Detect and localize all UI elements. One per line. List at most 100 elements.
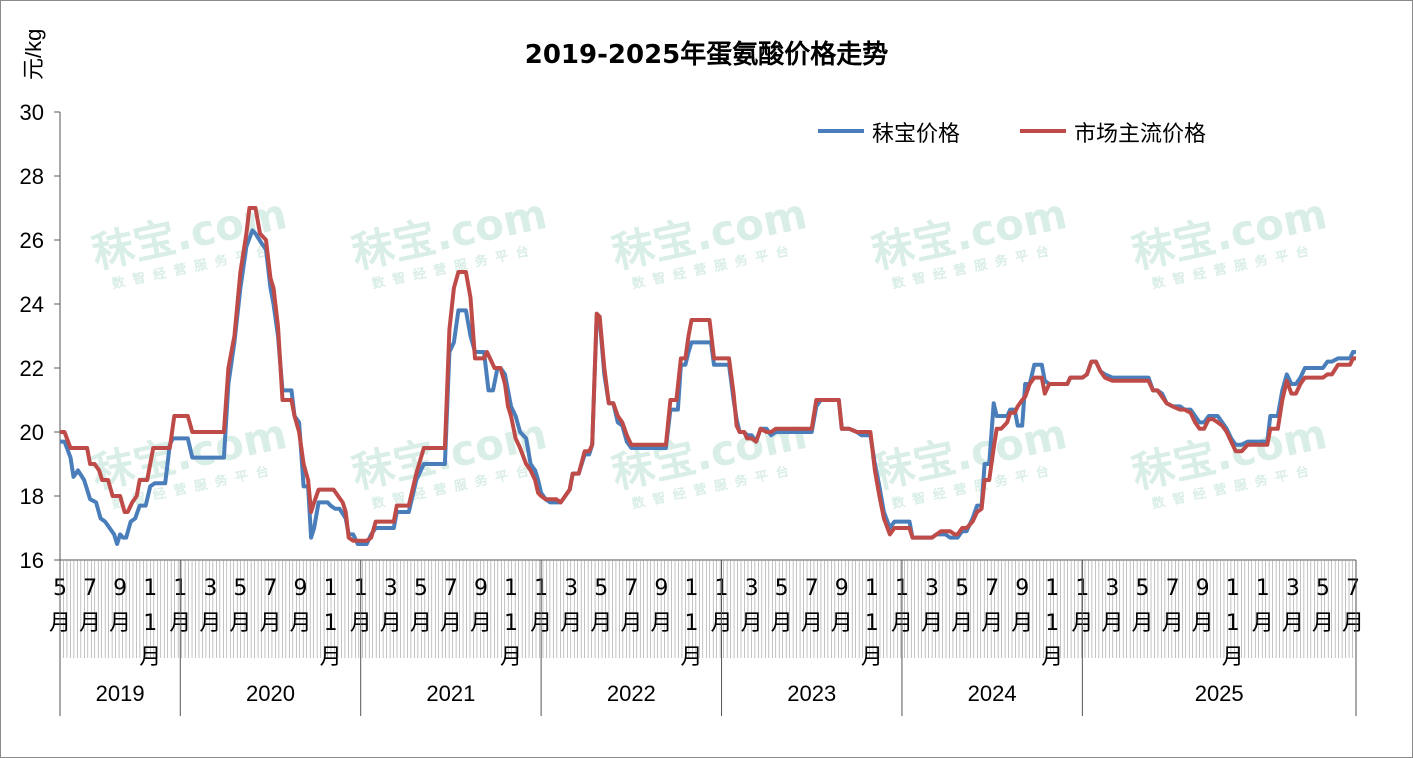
y-tick-label: 20 xyxy=(20,420,44,445)
x-month-label-digit: 1 xyxy=(504,611,518,636)
y-tick-label: 16 xyxy=(20,548,44,573)
x-month-label: 5 xyxy=(1136,576,1150,601)
x-month-label: 7 xyxy=(444,576,458,601)
x-month-label-unit: 月 xyxy=(1041,645,1063,670)
x-month-label: 7 xyxy=(805,576,819,601)
x-month-label-unit: 月 xyxy=(1222,645,1244,670)
x-month-label: 3 xyxy=(1105,576,1119,601)
legend-swatch-mobao xyxy=(818,129,864,133)
x-month-label: 1 xyxy=(684,576,698,601)
y-tick-label: 22 xyxy=(20,356,44,381)
x-month-label-unit: 月 xyxy=(620,611,642,636)
chart-title: 2019-2025年蛋氨酸价格走势 xyxy=(524,40,889,70)
x-month-label: 7 xyxy=(263,576,277,601)
x-month-label: 7 xyxy=(624,576,638,601)
y-tick-label: 24 xyxy=(20,292,44,317)
x-month-label-unit: 月 xyxy=(951,611,973,636)
x-month-label-digit: 1 xyxy=(324,611,338,636)
x-month-label-unit: 月 xyxy=(831,611,853,636)
x-month-label-unit: 月 xyxy=(500,645,522,670)
x-month-label: 9 xyxy=(1015,576,1029,601)
x-month-label: 3 xyxy=(745,576,759,601)
x-month-label: 3 xyxy=(384,576,398,601)
x-month-label-unit: 月 xyxy=(1131,611,1153,636)
x-month-label-unit: 月 xyxy=(771,611,793,636)
x-month-label: 1 xyxy=(1045,576,1059,601)
x-month-label: 3 xyxy=(925,576,939,601)
x-month-label-unit: 月 xyxy=(470,611,492,636)
x-year-label: 2022 xyxy=(607,681,656,706)
x-month-label-unit: 月 xyxy=(921,611,943,636)
x-month-label-unit: 月 xyxy=(741,611,763,636)
x-month-label: 3 xyxy=(203,576,217,601)
y-tick-label: 30 xyxy=(20,100,44,125)
x-month-label: 3 xyxy=(1286,576,1300,601)
x-month-label-unit: 月 xyxy=(590,611,612,636)
x-month-label: 9 xyxy=(113,576,127,601)
legend-label-market: 市场主流价格 xyxy=(1074,122,1207,147)
legend-swatch-market xyxy=(1020,129,1066,133)
y-tick-label: 18 xyxy=(20,484,44,509)
x-month-label: 7 xyxy=(83,576,97,601)
x-month-label-unit: 月 xyxy=(861,645,883,670)
x-year-label: 2020 xyxy=(246,681,295,706)
x-month-label: 3 xyxy=(564,576,578,601)
x-month-label-unit: 月 xyxy=(1192,611,1214,636)
series-line-0 xyxy=(60,228,1356,546)
x-month-label: 5 xyxy=(955,576,969,601)
x-year-label: 2024 xyxy=(968,681,1017,706)
y-tick-label: 28 xyxy=(20,164,44,189)
x-month-label: 5 xyxy=(233,576,247,601)
x-month-label-unit: 月 xyxy=(259,611,281,636)
x-month-label: 5 xyxy=(414,576,428,601)
x-month-label-digit: 1 xyxy=(684,611,698,636)
axes: 16182022242628305月7月9月11月1月3月5月7月9月11月1月… xyxy=(20,100,1364,716)
x-month-label: 9 xyxy=(1196,576,1210,601)
x-month-label-unit: 月 xyxy=(650,611,672,636)
series-lines xyxy=(60,206,1356,546)
x-month-label-unit: 月 xyxy=(1011,611,1033,636)
x-month-label: 1 xyxy=(1256,576,1270,601)
x-month-label-unit: 月 xyxy=(801,611,823,636)
y-tick-label: 26 xyxy=(20,228,44,253)
x-month-label-digit: 1 xyxy=(1226,611,1240,636)
x-year-label: 2025 xyxy=(1195,681,1244,706)
x-month-label-unit: 月 xyxy=(410,611,432,636)
x-month-label-digit: 1 xyxy=(1045,611,1059,636)
x-month-label-unit: 月 xyxy=(1162,611,1184,636)
x-month-label-unit: 月 xyxy=(320,645,342,670)
x-month-label: 1 xyxy=(1226,576,1240,601)
x-month-label-unit: 月 xyxy=(981,611,1003,636)
x-month-label-unit: 月 xyxy=(79,611,101,636)
x-month-label-unit: 月 xyxy=(1342,611,1364,636)
x-month-label-digit: 1 xyxy=(143,611,157,636)
x-month-label: 7 xyxy=(1346,576,1360,601)
x-month-label-unit: 月 xyxy=(199,611,221,636)
x-month-label: 5 xyxy=(775,576,789,601)
x-month-label: 9 xyxy=(835,576,849,601)
x-month-label: 1 xyxy=(865,576,879,601)
x-month-label: 5 xyxy=(594,576,608,601)
x-month-label-digit: 1 xyxy=(865,611,879,636)
x-month-label-unit: 月 xyxy=(109,611,131,636)
x-month-label: 1 xyxy=(504,576,518,601)
x-month-label-unit: 月 xyxy=(380,611,402,636)
legend-label-mobao: 秣宝价格 xyxy=(872,122,961,147)
x-month-label: 5 xyxy=(1316,576,1330,601)
x-month-label-unit: 月 xyxy=(229,611,251,636)
x-month-label-unit: 月 xyxy=(139,645,161,670)
x-month-label-unit: 月 xyxy=(680,645,702,670)
x-month-label-unit: 月 xyxy=(1101,611,1123,636)
x-year-label: 2021 xyxy=(426,681,475,706)
x-year-label: 2019 xyxy=(96,681,145,706)
x-year-label: 2023 xyxy=(787,681,836,706)
series-line-1 xyxy=(60,206,1356,543)
x-month-label-unit: 月 xyxy=(440,611,462,636)
x-month-label-unit: 月 xyxy=(1282,611,1304,636)
x-month-label: 1 xyxy=(143,576,157,601)
x-month-label-unit: 月 xyxy=(1252,611,1274,636)
x-month-label-unit: 月 xyxy=(560,611,582,636)
x-month-label: 9 xyxy=(654,576,668,601)
x-month-label: 9 xyxy=(294,576,308,601)
